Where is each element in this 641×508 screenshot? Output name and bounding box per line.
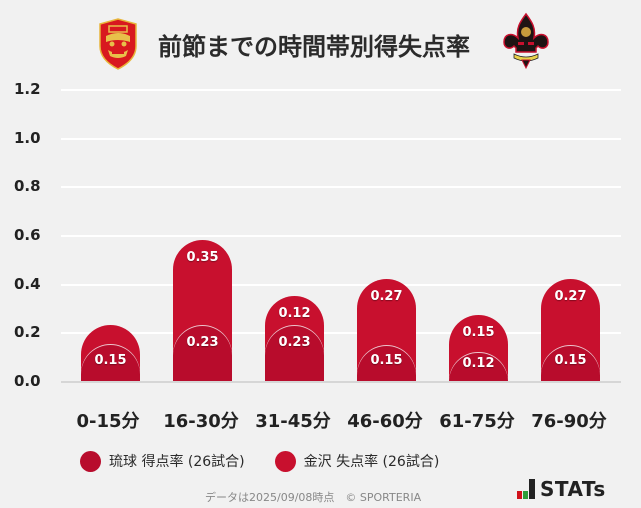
bar-value-label: 0.27 [370,288,403,304]
y-tick-label: 0.8 [14,177,41,195]
legend-swatch-icon [274,450,296,472]
x-tick-label: 61-75分 [439,411,515,432]
kanazawa-fleur-de-lis-emblem-icon [503,12,549,70]
ryukyu-shisa-emblem-icon [99,18,137,70]
y-tick-label: 0.0 [14,372,41,390]
bar-segment-ryukyu [173,325,232,381]
bar-value-label: 0.15 [462,325,495,341]
bar-value-label: 0.15 [370,352,403,368]
x-tick-label: 46-60分 [347,411,423,432]
x-tick-label: 16-30分 [163,411,239,432]
stacked-bar[interactable]: 0.27 0.15 [541,278,600,381]
y-tick-label: 1.2 [14,80,41,98]
x-tick-label: 0-15分 [76,411,140,432]
stats-logo: STATs [517,477,606,499]
stacked-bar[interactable]: 0.12 0.23 [265,295,324,381]
legend-swatch-icon [80,450,101,472]
bar-value-label: 0.23 [278,335,311,351]
bar-value-label: 0.27 [554,288,587,304]
gridline [61,89,621,91]
chart-legend: 琉球 得点率 (26試合) 金沢 失点率 (26試合) [80,449,469,473]
y-tick-label: 0.4 [14,275,41,293]
stacked-bar[interactable]: 0.15 [81,325,140,381]
x-tick-label: 76-90分 [531,411,607,432]
y-tick-label: 0.6 [14,226,41,244]
stacked-bar[interactable]: 0.15 0.12 [449,315,508,381]
bar-value-label: 0.15 [554,352,587,368]
stats-bar-mark-icon [517,479,536,499]
x-axis-line [61,381,621,383]
stacked-bar[interactable]: 0.35 0.23 [173,239,232,381]
chart-header: 前節までの時間帯別得失点率 [0,12,641,70]
gridline [61,284,621,286]
bar-segment-ryukyu [265,325,324,381]
stats-brand-text: STATs [540,477,606,501]
gridline [61,186,621,188]
gridline [61,235,621,237]
chart-title: 前節までの時間帯別得失点率 [158,33,470,61]
bar-value-label: 0.23 [186,335,219,351]
x-tick-label: 31-45分 [255,411,331,432]
bar-value-label: 0.12 [278,305,311,321]
gridline [61,332,621,334]
stacked-bar[interactable]: 0.27 0.15 [357,278,416,381]
legend-item-ryukyu[interactable]: 琉球 得点率 (26試合) [80,450,245,472]
bar-segment-ryukyu [81,344,140,381]
bar-value-label: 0.12 [462,355,495,371]
bar-value-label: 0.15 [94,352,127,368]
y-tick-label: 0.2 [14,323,41,341]
data-source-note: データは2025/09/08時点 © SPORTERIA [205,491,422,504]
bar-value-label: 0.35 [186,249,219,265]
y-tick-label: 1.0 [14,129,41,147]
legend-label: 琉球 得点率 (26試合) [109,454,245,470]
gridline [61,138,621,140]
legend-item-kanazawa[interactable]: 金沢 失点率 (26試合) [274,450,440,472]
legend-label: 金沢 失点率 (26試合) [303,454,440,470]
